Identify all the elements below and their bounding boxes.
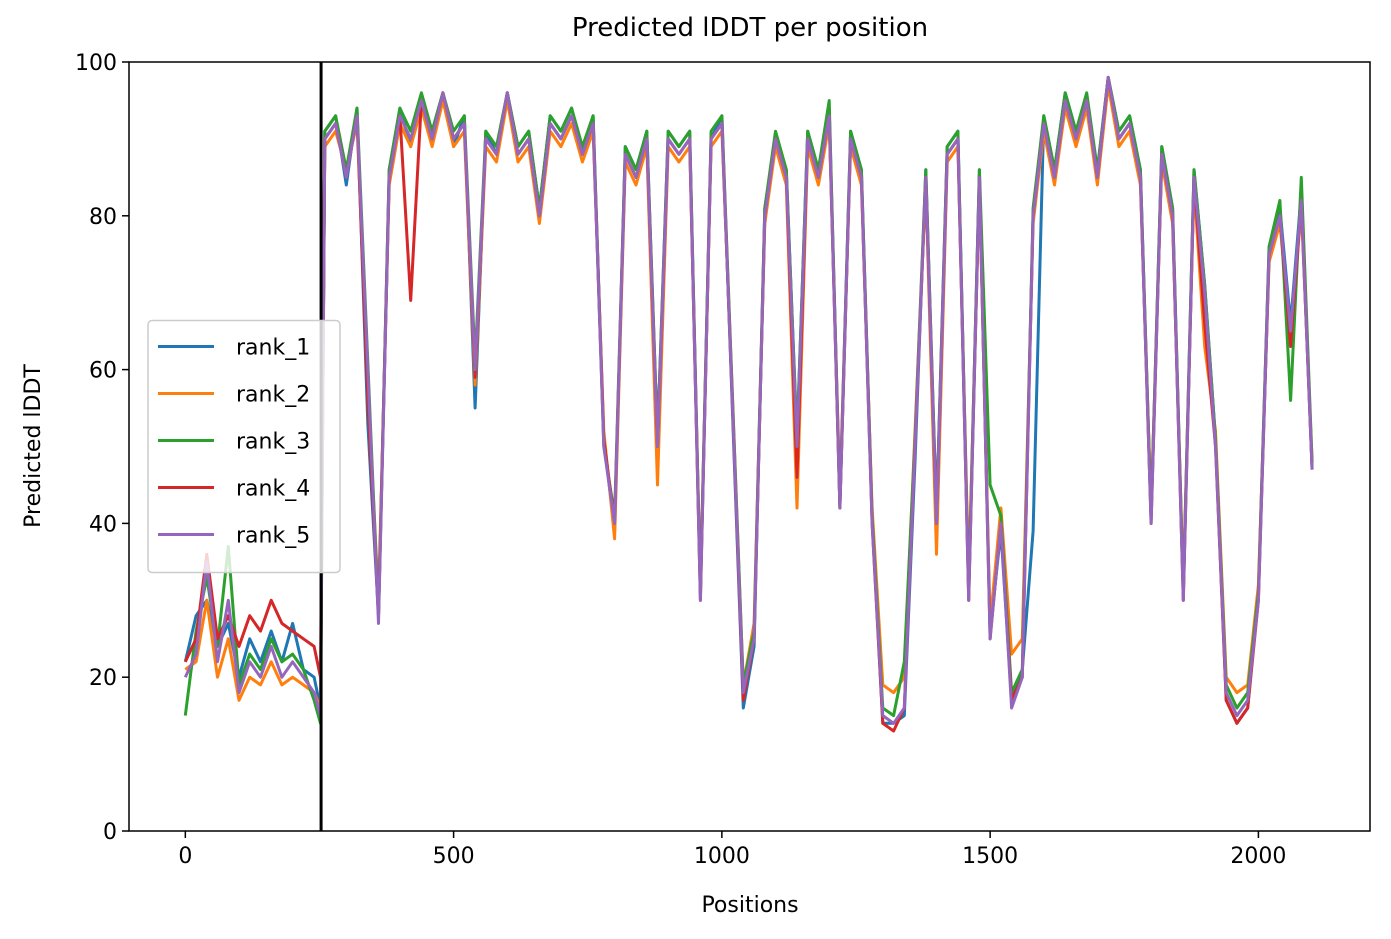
legend-label: rank_3 xyxy=(236,430,310,455)
y-tick-label: 20 xyxy=(89,666,117,691)
series-line xyxy=(183,75,1314,725)
series-line xyxy=(184,83,1314,710)
legend-label: rank_1 xyxy=(236,336,310,361)
x-tick-label: 2000 xyxy=(1230,844,1286,869)
y-tick-label: 80 xyxy=(89,205,117,230)
y-tick-label: 0 xyxy=(103,820,117,845)
x-tick-label: 1000 xyxy=(694,844,750,869)
x-axis-label: Positions xyxy=(701,893,798,918)
series-line xyxy=(183,75,1314,733)
y-tick-label: 100 xyxy=(75,51,117,76)
legend-label: rank_5 xyxy=(236,524,310,549)
axes-frame xyxy=(128,61,1371,832)
y-tick-label: 40 xyxy=(89,512,117,537)
x-tick-label: 0 xyxy=(178,844,192,869)
y-axis-label: Predicted lDDT xyxy=(21,364,46,528)
legend-label: rank_4 xyxy=(236,477,310,502)
x-tick-label: 500 xyxy=(433,844,475,869)
series-line xyxy=(183,75,1314,725)
chart-title: Predicted lDDT per position xyxy=(572,13,928,43)
legend-label: rank_2 xyxy=(236,383,310,408)
y-tick-label: 60 xyxy=(89,359,117,384)
series-line xyxy=(183,75,1314,725)
plot-area xyxy=(183,75,1314,733)
x-tick-label: 1500 xyxy=(962,844,1018,869)
legend-box xyxy=(147,319,341,574)
